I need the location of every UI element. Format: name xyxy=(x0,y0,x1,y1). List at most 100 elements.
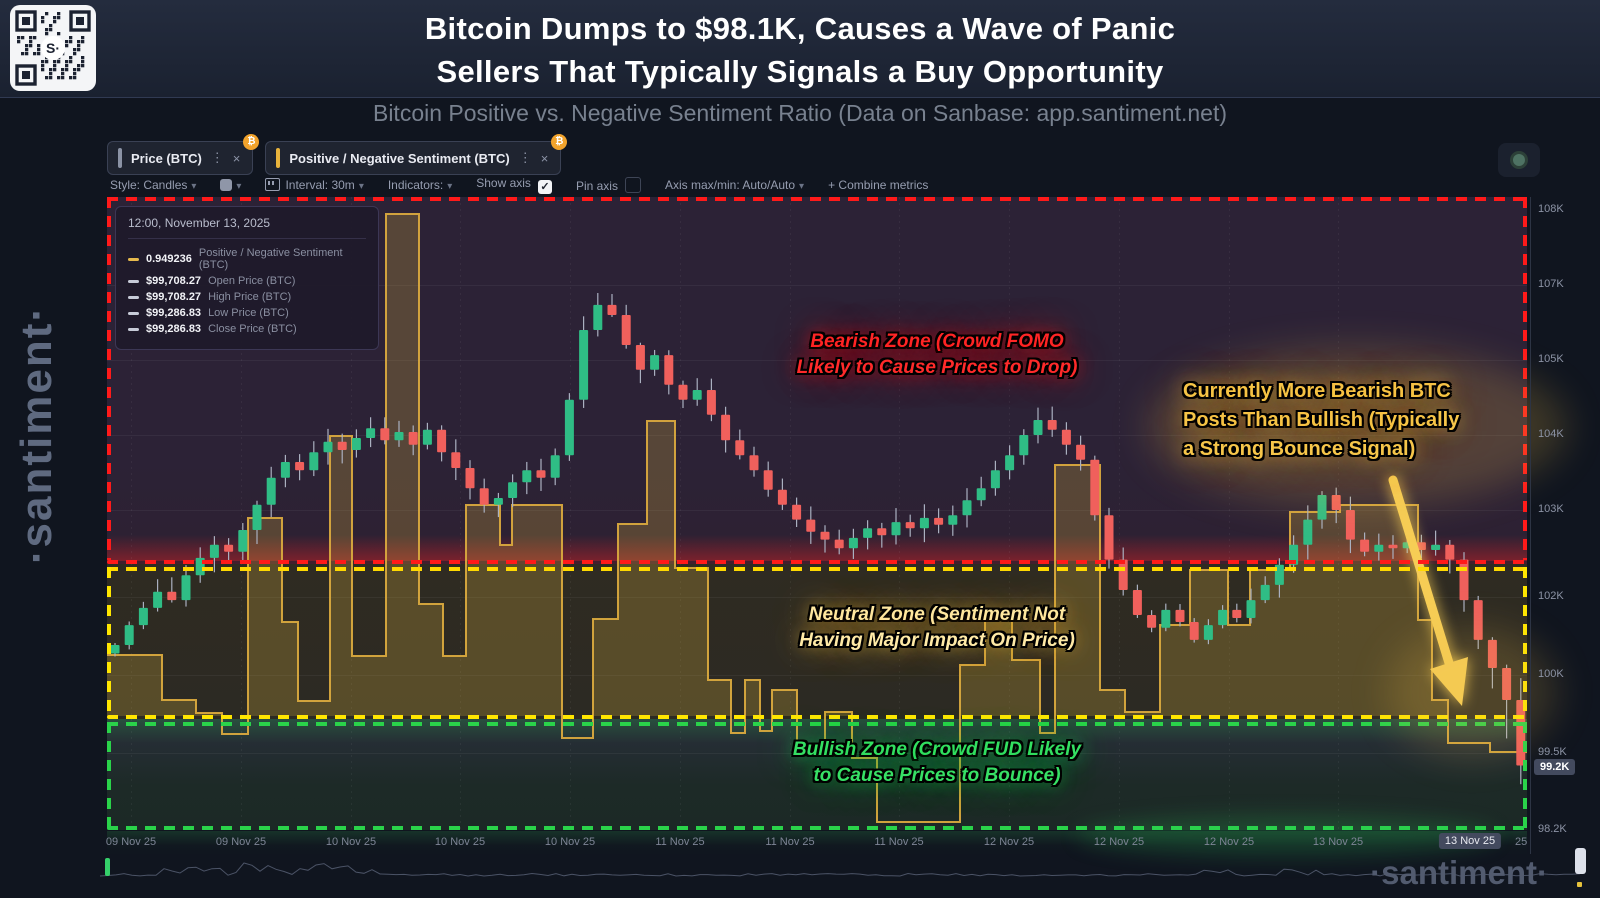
bullish-left-border xyxy=(107,722,111,830)
tab-close-icon[interactable]: × xyxy=(540,150,549,166)
y-axis-tick: 99.5K xyxy=(1538,746,1567,758)
neutral-zone-background xyxy=(107,564,1527,719)
series-dash-icon xyxy=(128,327,139,331)
bullish-bottom-glow xyxy=(1077,815,1497,857)
interval-dropdown[interactable]: Interval: 30m ▾ xyxy=(265,178,364,192)
navigator-marker-dot xyxy=(1577,882,1582,887)
bearish-right-border xyxy=(1523,197,1527,560)
combine-metrics-button[interactable]: + Combine metrics xyxy=(828,178,929,192)
timeline-navigator[interactable]: ·santiment· xyxy=(99,848,1592,891)
tooltip-row: $99,708.27 Open Price (BTC) xyxy=(128,275,366,287)
chevron-down-icon: ▾ xyxy=(447,181,453,192)
pin-axis-toggle[interactable]: Pin axis xyxy=(576,177,641,193)
tooltip-value: $99,286.83 xyxy=(146,307,202,319)
navigator-left-handle[interactable] xyxy=(105,858,110,876)
bearish-left-border xyxy=(107,197,111,560)
h-gridline xyxy=(107,510,1527,511)
tooltip-row: $99,708.27 High Price (BTC) xyxy=(128,291,366,303)
title-line-2: Sellers That Typically Signals a Buy Opp… xyxy=(436,54,1164,89)
x-axis-tick: 11 Nov 25 xyxy=(655,836,705,848)
y-axis-tick: 100K xyxy=(1538,668,1564,680)
interval-icon xyxy=(265,178,281,191)
bullish-zone-label: Bullish Zone (Crowd FUD Likely to Cause P… xyxy=(792,739,1082,786)
x-axis-tick: 12 Nov 25 xyxy=(1093,836,1145,848)
x-axis-strip[interactable]: 09 Nov 25 09 Nov 25 10 Nov 25 10 Nov 25 10 N… xyxy=(106,815,1527,857)
x-axis-tick: 10 Nov 25 xyxy=(434,836,486,848)
price-and-sentiment-chart xyxy=(107,213,1527,823)
checkbox-checked-icon[interactable]: ✓ xyxy=(537,180,552,194)
tab-accent-bar xyxy=(118,148,122,168)
current-price-chip: 99.2K xyxy=(1534,759,1576,775)
status-dot-icon xyxy=(1513,154,1525,166)
tooltip-label: Open Price (BTC) xyxy=(208,275,296,287)
bearish-top-border xyxy=(107,197,1527,201)
v-gridline xyxy=(1338,197,1339,830)
v-gridline xyxy=(1009,197,1010,830)
tab-label: Price (BTC) xyxy=(131,150,202,166)
x-axis-tick: 09 Nov 25 xyxy=(215,836,267,848)
chart-toolbar: Style: Candles ▾ ▾ Interval: 30m ▾ Indicat… xyxy=(110,176,928,194)
metric-tabs: Price (BTC) ⋮ × ₿ Positive / Negative Se… xyxy=(107,134,568,175)
color-swatch-dropdown[interactable]: ▾ xyxy=(220,178,241,192)
tooltip-value: $99,286.83 xyxy=(146,323,202,335)
tab-menu-icon[interactable]: ⋮ xyxy=(210,150,224,165)
tab-label: Positive / Negative Sentiment (BTC) xyxy=(289,150,510,166)
checkbox-unchecked-icon[interactable] xyxy=(624,177,641,193)
style-dropdown[interactable]: Style: Candles ▾ xyxy=(110,178,197,192)
y-axis-tick: 107K xyxy=(1538,278,1564,290)
v-gridline xyxy=(1229,197,1230,830)
tooltip-timestamp: 12:00, November 13, 2025 xyxy=(128,216,366,239)
bullish-zone-background xyxy=(107,719,1527,830)
y-axis-tick: 108K xyxy=(1538,203,1564,215)
h-gridline xyxy=(107,597,1527,598)
tab-menu-icon[interactable]: ⋮ xyxy=(518,150,532,165)
y-axis-tick: 105K xyxy=(1538,353,1564,365)
x-axis-tick: 10 Nov 25 xyxy=(325,836,377,848)
tab-close-icon[interactable]: × xyxy=(232,150,241,166)
chart-tooltip: 12:00, November 13, 2025 0.949236 Positiv… xyxy=(115,206,379,350)
v-gridline xyxy=(460,197,461,830)
neutral-zone-label: Neutral Zone (Sentiment Not Having Major … xyxy=(799,604,1075,651)
indicators-dropdown[interactable]: Indicators: ▾ xyxy=(387,178,453,192)
svg-text:S·: S· xyxy=(46,40,60,56)
chevron-down-icon: ▾ xyxy=(236,181,242,192)
tooltip-value: $99,708.27 xyxy=(146,275,202,287)
neutral-bottom-border xyxy=(107,715,1527,719)
tooltip-label: Low Price (BTC) xyxy=(208,307,289,319)
series-dash-icon xyxy=(128,257,139,261)
v-gridline xyxy=(131,197,132,830)
x-axis-tick: 11 Nov 25 xyxy=(874,836,924,848)
v-gridline xyxy=(790,197,791,830)
y-axis-tick: 102K xyxy=(1538,590,1564,602)
status-indicator-button[interactable] xyxy=(1498,143,1540,177)
series-dash-icon xyxy=(128,295,139,299)
show-axis-toggle[interactable]: Show axis ✓ xyxy=(476,176,552,194)
btc-badge-icon: ₿ xyxy=(243,134,260,150)
tooltip-value: $99,708.27 xyxy=(146,291,202,303)
chart-plot-area[interactable]: Bearish Zone (Crowd FOMO Likely to Cause … xyxy=(107,197,1567,830)
tooltip-row: 0.949236 Positive / Negative Sentiment (B… xyxy=(128,247,366,271)
y-axis-tick: 98.2K xyxy=(1538,823,1567,835)
down-arrow-annotation xyxy=(1388,475,1468,706)
tab-sentiment-btc[interactable]: Positive / Negative Sentiment (BTC) ⋮ × … xyxy=(265,134,568,175)
tooltip-label: High Price (BTC) xyxy=(208,291,292,303)
qr-code-icon: S· xyxy=(10,5,96,91)
sentiment-step-line xyxy=(107,213,1527,823)
v-gridline xyxy=(570,197,571,830)
bullish-bottom-border xyxy=(107,826,1527,830)
santiment-watermark-navigator: ·santiment· xyxy=(1370,854,1548,891)
tooltip-label: Close Price (BTC) xyxy=(208,323,297,335)
tooltip-value: 0.949236 xyxy=(146,253,192,265)
bearish-bottom-border xyxy=(107,560,1527,564)
neutral-top-border xyxy=(107,567,1527,571)
neutral-right-border xyxy=(1523,567,1527,715)
tab-price-btc[interactable]: Price (BTC) ⋮ × ₿ xyxy=(107,134,260,175)
neutral-left-border xyxy=(107,567,111,715)
x-axis-tick: 11 Nov 25 xyxy=(765,836,815,848)
v-gridline xyxy=(680,197,681,830)
tooltip-row: $99,286.83 Low Price (BTC) xyxy=(128,307,366,319)
navigator-right-handle[interactable] xyxy=(1575,848,1586,874)
x-axis-tick: 12 Nov 25 xyxy=(983,836,1035,848)
axis-maxmin-dropdown[interactable]: Axis max/min: Auto/Auto ▾ xyxy=(664,178,805,192)
